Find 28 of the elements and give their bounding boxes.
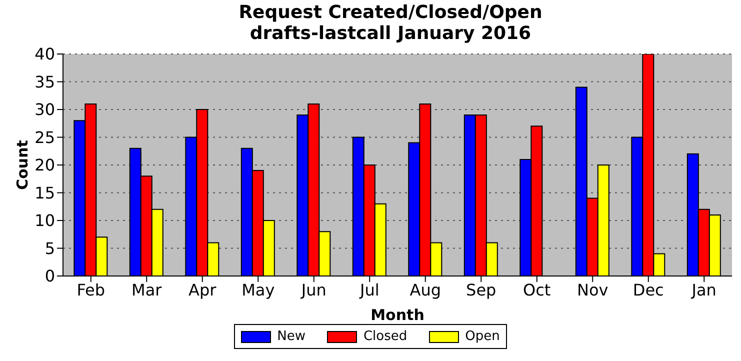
x-tick-label: Aug — [410, 280, 441, 300]
x-tick-label: Jan — [690, 280, 716, 300]
y-tick-label: 15 — [34, 183, 55, 202]
chart-title: Request Created/Closed/Open — [238, 2, 544, 23]
y-tick-label: 5 — [44, 238, 55, 258]
legend-label: Open — [464, 329, 500, 344]
y-tick-label: 40 — [34, 44, 55, 64]
x-tick-label: Apr — [188, 280, 217, 300]
x-tick-label: Oct — [523, 280, 551, 300]
x-tick-label: May — [242, 280, 275, 300]
y-axis-title: Count — [13, 140, 32, 190]
x-tick-label: Feb — [76, 280, 106, 300]
y-tick-label: 35 — [34, 72, 55, 92]
legend-label: Closed — [362, 329, 408, 344]
y-tick-label: 30 — [34, 100, 55, 120]
y-tick-label: 25 — [34, 128, 55, 147]
x-axis-title: Month — [370, 306, 424, 324]
x-tick-label: Mar — [132, 280, 162, 300]
x-tick-label: Sep — [466, 280, 496, 300]
legend-label: New — [276, 329, 306, 344]
x-tick-label: Nov — [577, 280, 608, 300]
y-tick-label: 0 — [44, 266, 55, 286]
x-tick-label: Dec — [632, 280, 664, 300]
x-tick-label: Jun — [300, 280, 326, 300]
chart-subtitle: drafts-lastcall January 2016 — [248, 23, 532, 44]
x-tick-label: Jul — [358, 280, 380, 300]
y-tick-label: 20 — [34, 156, 55, 175]
y-tick-label: 10 — [34, 211, 55, 230]
